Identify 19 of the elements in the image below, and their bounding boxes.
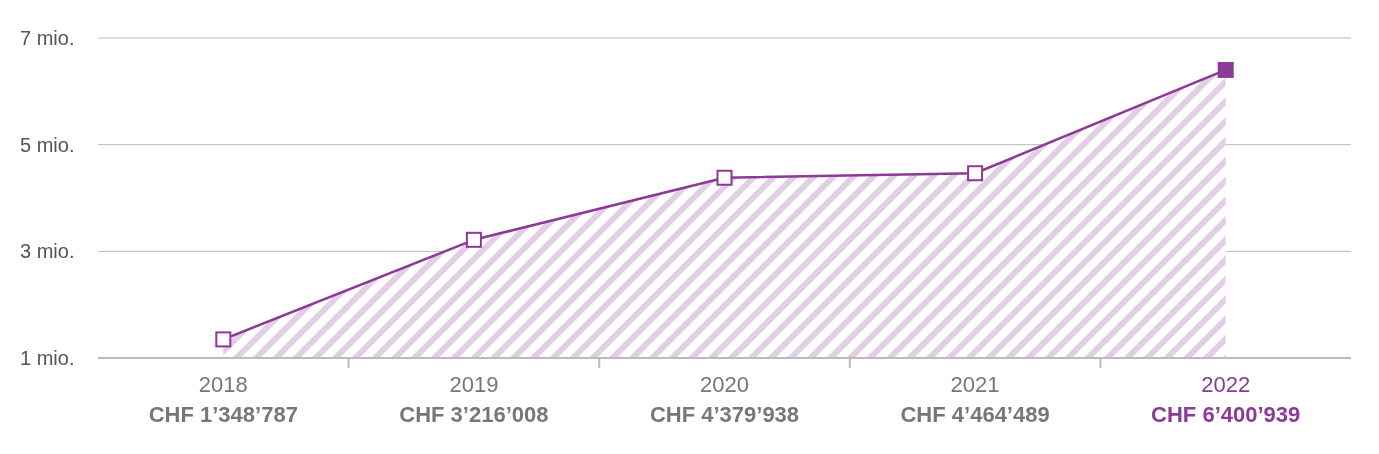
- point: [1217, 61, 1234, 78]
- data-label: CHF 1’348’787: [148, 402, 298, 427]
- point: [465, 231, 482, 248]
- data-label: CHF 3’216’008: [399, 402, 549, 427]
- data-label: CHF 4’379’938: [649, 402, 800, 427]
- data-label: CHF 4’464’489: [900, 402, 1050, 427]
- y-tick-label: 5 mio.: [20, 133, 75, 156]
- x-tick-label: 2022: [1201, 372, 1251, 397]
- data-label: CHF 6’400’939: [1151, 402, 1301, 427]
- x-tick-label: 2021: [950, 372, 1000, 397]
- point: [716, 169, 733, 186]
- x-tick-label: 2020: [700, 372, 749, 397]
- y-tick-label: 3 mio.: [20, 240, 75, 263]
- x-tick-label: 2018: [198, 372, 248, 397]
- point: [215, 331, 232, 348]
- point: [967, 165, 984, 182]
- x-tick-label: 2019: [449, 372, 499, 397]
- y-tick-label: 1 mio.: [20, 347, 75, 370]
- y-tick-label: 7 mio.: [20, 27, 75, 50]
